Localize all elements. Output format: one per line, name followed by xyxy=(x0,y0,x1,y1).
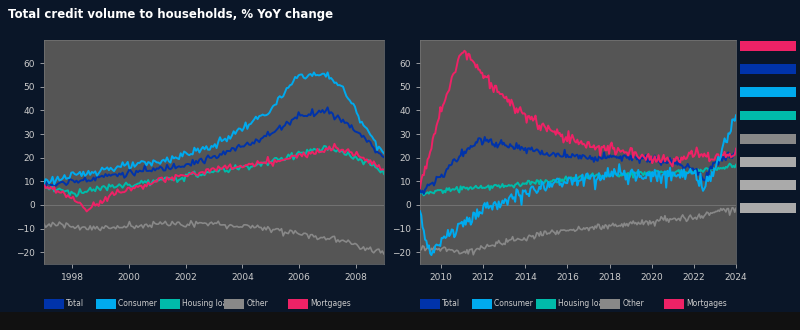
Text: Mortgages: Mortgages xyxy=(686,299,727,308)
Text: Consumer loans: Consumer loans xyxy=(118,299,180,308)
Text: Consumer loans: Consumer loans xyxy=(494,299,556,308)
Text: Total credit volume to households, % YoY change: Total credit volume to households, % YoY… xyxy=(8,8,333,21)
Text: Other: Other xyxy=(246,299,268,308)
Text: Housing loans: Housing loans xyxy=(558,299,613,308)
Text: Total: Total xyxy=(442,299,461,308)
Text: Other: Other xyxy=(622,299,644,308)
Text: Housing loans: Housing loans xyxy=(182,299,237,308)
Text: Mortgages: Mortgages xyxy=(310,299,351,308)
Text: Total: Total xyxy=(66,299,85,308)
